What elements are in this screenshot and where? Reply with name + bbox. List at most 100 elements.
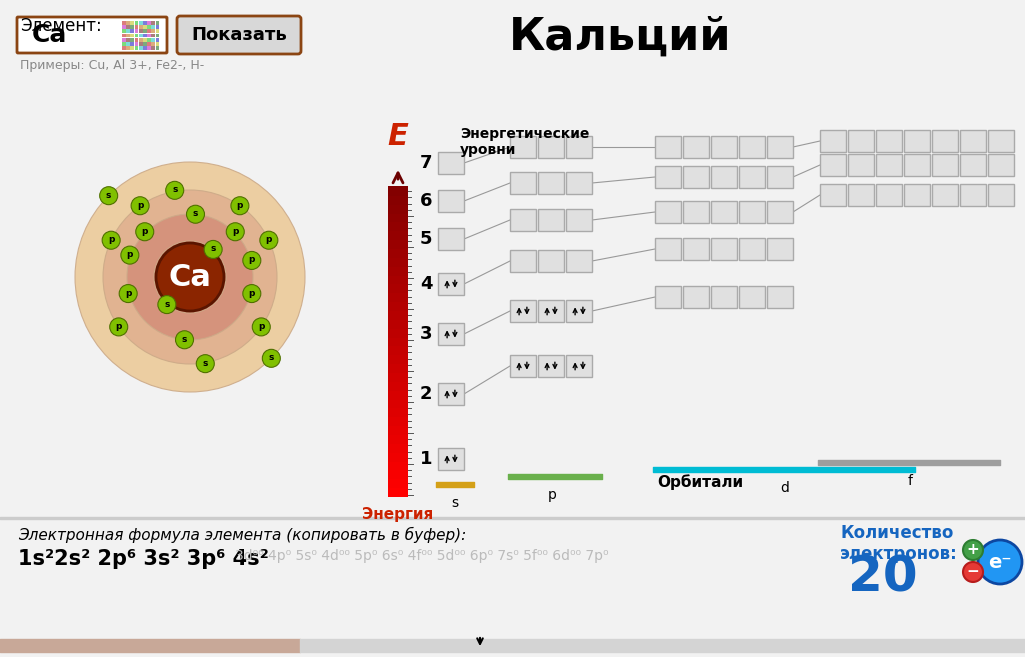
Bar [767, 286, 793, 308]
Bar [138, 38, 142, 41]
Bar [988, 154, 1014, 176]
Bar [388, 248, 408, 258]
Text: 6: 6 [420, 192, 433, 210]
Bar [126, 38, 130, 41]
Bar [152, 46, 155, 50]
Circle shape [110, 318, 128, 336]
Bar [438, 273, 464, 295]
Bar [388, 301, 408, 311]
Bar [152, 25, 155, 29]
Text: p: p [258, 322, 264, 331]
Bar [904, 154, 930, 176]
Bar [388, 195, 408, 205]
Bar [388, 328, 408, 338]
Text: +: + [967, 543, 979, 558]
Circle shape [260, 231, 278, 249]
Bar [711, 136, 737, 158]
Bar [438, 152, 464, 174]
Bar [510, 209, 536, 231]
Circle shape [166, 181, 183, 199]
Bar [960, 184, 986, 206]
Bar [683, 238, 709, 260]
Bar [566, 209, 592, 231]
Circle shape [252, 318, 271, 336]
Bar [683, 136, 709, 158]
Bar [148, 30, 151, 34]
Bar [144, 42, 147, 46]
Bar [538, 136, 564, 158]
Bar [566, 250, 592, 272]
Bar [138, 30, 142, 34]
Circle shape [127, 214, 253, 340]
Bar [148, 42, 151, 46]
Bar [130, 34, 134, 37]
Bar [152, 21, 155, 25]
Bar [388, 452, 408, 462]
Bar [960, 154, 986, 176]
Text: p: p [127, 250, 133, 259]
Bar [148, 25, 151, 29]
Bar [144, 25, 147, 29]
Bar [388, 283, 408, 293]
Text: Количество
электронов:: Количество электронов: [840, 524, 957, 563]
Bar [388, 310, 408, 320]
Bar [655, 136, 681, 158]
Text: p: p [116, 322, 122, 331]
Bar [388, 434, 408, 444]
Bar [711, 286, 737, 308]
Text: p: p [232, 227, 239, 236]
Bar [820, 130, 846, 152]
Bar [156, 42, 160, 46]
Bar [510, 250, 536, 272]
Text: p: p [125, 288, 131, 298]
Bar [566, 172, 592, 194]
Circle shape [156, 243, 224, 311]
Circle shape [964, 540, 983, 560]
Bar [134, 46, 138, 50]
Bar [130, 21, 134, 25]
Circle shape [175, 330, 194, 349]
Bar [566, 300, 592, 322]
Text: s: s [203, 359, 208, 368]
Bar [388, 470, 408, 480]
Text: d: d [781, 481, 789, 495]
Bar [876, 184, 902, 206]
Bar [388, 275, 408, 284]
Text: p: p [249, 288, 255, 298]
Bar [388, 354, 408, 364]
Bar [388, 417, 408, 426]
Bar [122, 42, 126, 46]
Circle shape [978, 540, 1022, 584]
Text: s: s [269, 353, 274, 362]
Bar [388, 319, 408, 328]
Bar [438, 383, 464, 405]
Bar [683, 201, 709, 223]
Bar [138, 21, 142, 25]
Circle shape [102, 231, 120, 249]
Text: 3: 3 [420, 325, 433, 343]
Bar [988, 184, 1014, 206]
Bar [438, 228, 464, 250]
Bar [138, 25, 142, 29]
Bar [388, 213, 408, 223]
Circle shape [262, 350, 280, 367]
Bar [655, 201, 681, 223]
Bar [388, 186, 408, 196]
Bar [739, 286, 765, 308]
Bar [655, 238, 681, 260]
Bar [138, 34, 142, 37]
Bar [130, 38, 134, 41]
Bar [388, 204, 408, 214]
Bar [739, 238, 765, 260]
Circle shape [99, 187, 118, 205]
Text: p: p [547, 488, 557, 502]
Bar [767, 238, 793, 260]
Bar [538, 250, 564, 272]
Text: p: p [237, 201, 243, 210]
Bar [388, 399, 408, 409]
Text: 2: 2 [420, 385, 433, 403]
Text: s: s [451, 496, 458, 510]
Bar [538, 172, 564, 194]
Circle shape [131, 196, 149, 215]
Circle shape [231, 196, 249, 215]
